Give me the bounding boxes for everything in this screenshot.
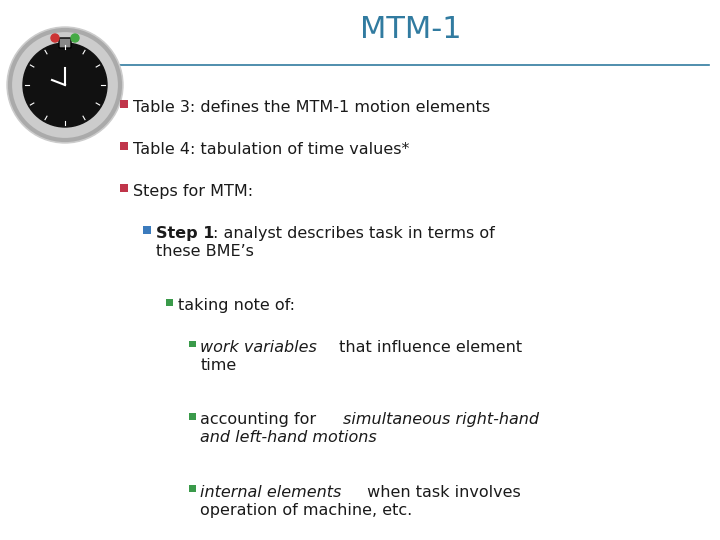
Text: that influence element: that influence element — [333, 340, 522, 355]
Text: these BME’s: these BME’s — [156, 244, 253, 259]
Text: accounting for: accounting for — [200, 413, 322, 428]
Text: internal elements: internal elements — [200, 485, 342, 500]
FancyBboxPatch shape — [59, 38, 71, 48]
Bar — [120, 100, 128, 108]
Text: Table 3: defines the MTM-1 motion elements: Table 3: defines the MTM-1 motion elemen… — [133, 100, 490, 115]
Text: Step 1: Step 1 — [156, 226, 214, 241]
Text: Steps for MTM:: Steps for MTM: — [133, 184, 253, 199]
Bar — [189, 341, 196, 348]
Text: time: time — [200, 358, 237, 373]
Circle shape — [25, 45, 105, 125]
Text: simultaneous right-hand: simultaneous right-hand — [343, 413, 539, 428]
Bar — [189, 413, 196, 420]
Circle shape — [71, 34, 79, 42]
Bar — [120, 184, 128, 192]
Text: and left-hand motions: and left-hand motions — [200, 430, 377, 445]
Circle shape — [23, 43, 107, 127]
Circle shape — [51, 34, 59, 42]
Circle shape — [7, 27, 123, 143]
Bar — [166, 299, 173, 306]
Text: taking note of:: taking note of: — [178, 298, 295, 313]
Text: operation of machine, etc.: operation of machine, etc. — [200, 503, 413, 517]
Text: MTM-1: MTM-1 — [359, 16, 462, 44]
Bar — [143, 226, 150, 234]
Bar — [189, 485, 196, 492]
Text: when task involves: when task involves — [362, 485, 521, 500]
Text: Table 4: tabulation of time values*: Table 4: tabulation of time values* — [133, 142, 410, 157]
Text: work variables: work variables — [200, 340, 318, 355]
Text: : analyst describes task in terms of: : analyst describes task in terms of — [212, 226, 494, 241]
Bar — [120, 142, 128, 150]
